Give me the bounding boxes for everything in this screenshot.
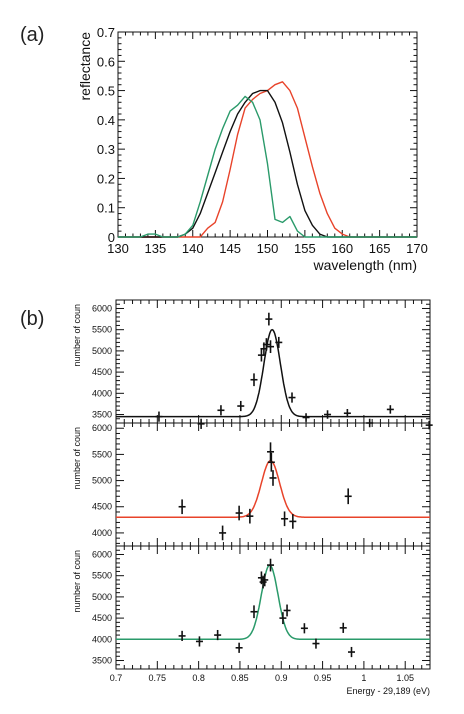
- data-point: [281, 511, 289, 527]
- data-point: [324, 410, 332, 419]
- x-axis-label: Energy - 29,189 (eV): [346, 686, 430, 696]
- x-tick-label: 1.05: [396, 673, 414, 683]
- y-tick-label: 6000: [92, 549, 112, 559]
- series-line-0: [118, 81, 417, 238]
- y-tick-label: 0.5: [97, 84, 115, 99]
- y-tick-label: 5500: [92, 325, 112, 335]
- panel-a-label: (a): [20, 24, 45, 46]
- y-tick-label: 0.4: [97, 113, 115, 128]
- y-tick-label: 4500: [92, 367, 112, 377]
- data-point: [386, 405, 394, 414]
- x-tick-label: 0.7: [110, 673, 123, 683]
- y-tick-label: 5000: [92, 592, 112, 602]
- x-tick-label: 165: [369, 241, 391, 256]
- chart-b1: 3500 4000 4500 5000 5500 6000 number of coun: [72, 299, 433, 430]
- data-point: [261, 573, 269, 587]
- data-point: [348, 646, 355, 658]
- data-point: [250, 373, 258, 387]
- data-point: [339, 622, 347, 633]
- y-tick-label: 0.6: [97, 54, 115, 69]
- x-tick-label: 155: [294, 241, 316, 256]
- x-tick-label: 140: [182, 241, 204, 256]
- y-tick-label: 0.3: [97, 142, 115, 157]
- series-line-2: [118, 95, 417, 238]
- y-tick-label: 4000: [92, 528, 112, 538]
- subplot-frame: [115, 299, 431, 424]
- data-point: [267, 452, 275, 472]
- x-tick-label: 150: [257, 241, 279, 256]
- y-tick-label: 5000: [92, 476, 112, 486]
- y-tick-label: 4000: [92, 634, 112, 644]
- y-axis-label: reflectance: [77, 32, 93, 101]
- x-tick-label: 145: [219, 241, 241, 256]
- data-point: [265, 312, 273, 326]
- data-point: [288, 392, 296, 403]
- y-tick-label: 0: [108, 230, 115, 245]
- chart-b2: 4000 4500 5000 5500 6000 number of coun: [72, 422, 431, 547]
- data-point: [178, 630, 186, 642]
- y-tick-label: 4500: [92, 613, 112, 623]
- y-tick-label: 4000: [92, 388, 112, 398]
- x-tick-label: 1: [361, 673, 366, 683]
- fit-curve: [116, 459, 430, 518]
- data-point: [219, 525, 227, 541]
- chart-a-frame: [117, 31, 418, 238]
- data-point: [289, 514, 297, 529]
- y-tick-label: 5000: [92, 346, 112, 356]
- data-point: [195, 636, 203, 647]
- data-point: [302, 413, 310, 422]
- data-point: [312, 638, 320, 649]
- fit-curve: [116, 564, 430, 641]
- y-tick-label: 3500: [92, 410, 112, 420]
- data-point: [279, 612, 287, 625]
- x-tick-label: 160: [331, 241, 353, 256]
- data-point: [344, 488, 352, 505]
- series-line-1: [118, 89, 417, 238]
- x-tick-label: 170: [406, 241, 428, 256]
- y-axis-label: number of coun: [72, 304, 82, 367]
- data-point: [267, 340, 275, 354]
- x-tick-label: 135: [145, 241, 167, 256]
- y-axis-label: number of coun: [72, 427, 82, 490]
- y-tick-label: 0.1: [97, 201, 115, 216]
- fit-curve: [116, 328, 430, 418]
- data-point: [343, 409, 351, 418]
- x-tick-label: 0.95: [314, 673, 332, 683]
- data-point: [237, 400, 245, 412]
- x-tick-label: 130: [107, 241, 129, 256]
- data-point: [250, 605, 258, 619]
- x-tick-label: 0.85: [231, 673, 249, 683]
- data-point: [155, 411, 163, 422]
- data-point: [235, 505, 243, 521]
- x-axis-label: wavelength (nm): [313, 257, 418, 273]
- y-tick-label: 4500: [92, 502, 112, 512]
- data-point: [283, 604, 291, 617]
- data-point: [262, 338, 270, 351]
- data-point: [267, 558, 275, 572]
- data-point: [217, 405, 225, 416]
- data-point: [300, 623, 308, 634]
- panel-b-label: (b): [20, 308, 45, 330]
- y-tick-label: 0.7: [97, 25, 115, 40]
- y-tick-label: 0.2: [97, 171, 115, 186]
- y-tick-label: 5500: [92, 571, 112, 581]
- data-point: [246, 508, 254, 524]
- data-point: [178, 499, 186, 515]
- y-tick-label: 5500: [92, 449, 112, 459]
- chart-b3: 3500 4000 4500 5000 5500 6000 number of coun 0.…: [72, 545, 431, 696]
- x-tick-label: 0.75: [149, 673, 167, 683]
- y-tick-label: 6000: [92, 423, 112, 433]
- data-point: [269, 470, 277, 486]
- data-point: [275, 336, 283, 348]
- y-axis-label: number of coun: [72, 550, 82, 613]
- y-tick-label: 6000: [92, 303, 112, 313]
- data-point: [214, 629, 222, 641]
- chart-a: 130 135 140 145 150 155 160 165 170 0 0.1 0.2 0.3 0.4…: [77, 25, 428, 273]
- data-point: [235, 642, 243, 653]
- data-point: [267, 442, 275, 462]
- y-tick-label: 3500: [92, 656, 112, 666]
- x-tick-label: 0.8: [192, 673, 205, 683]
- x-tick-label: 0.9: [275, 673, 288, 683]
